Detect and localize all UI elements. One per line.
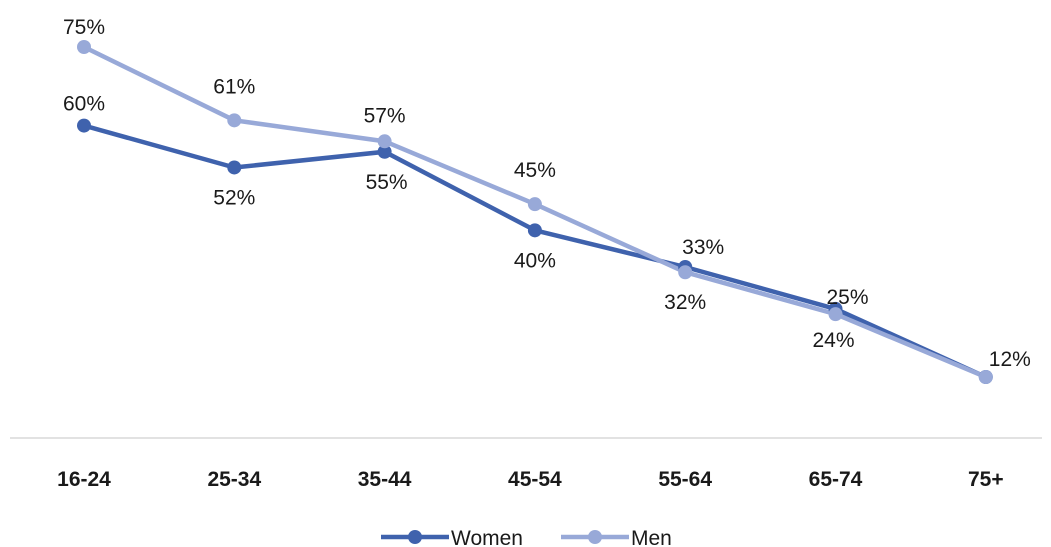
data-point-men-75+ [978, 370, 993, 384]
legend-swatch-marker-men [588, 530, 602, 544]
series-points [77, 40, 993, 384]
x-tick-label-55-64: 55-64 [658, 468, 712, 491]
data-label-women-75+: 12% [989, 348, 1031, 371]
legend-swatch-marker-women [408, 530, 422, 544]
data-label-men-55-64: 32% [664, 291, 706, 314]
data-label-men-45-54: 45% [514, 159, 556, 182]
data-label-men-25-34: 61% [213, 75, 255, 98]
x-tick-label-75+: 75+ [968, 468, 1004, 491]
data-label-women-35-44: 55% [366, 171, 408, 194]
data-point-men-65-74 [828, 307, 843, 322]
data-point-women-16-24 [77, 118, 91, 133]
x-tick-label-45-54: 45-54 [508, 468, 562, 491]
data-label-women-16-24: 60% [63, 93, 105, 116]
data-point-women-45-54 [527, 223, 542, 238]
x-tick-label-35-44: 35-44 [358, 468, 412, 491]
data-labels: 60% 52% 55% 40% 33% 25% 12% 75% 61% 57% 45% 32% 24% [63, 16, 1031, 371]
data-label-men-35-44: 57% [364, 104, 406, 127]
data-point-men-25-34 [227, 113, 242, 128]
legend-label-women: Women [451, 527, 523, 547]
legend-item-women: Women [381, 527, 523, 547]
legend-item-men: Men [561, 527, 672, 547]
legend: Women Men [381, 527, 672, 547]
data-label-women-55-64: 33% [682, 236, 724, 259]
data-point-women-35-44 [377, 144, 392, 159]
x-tick-label-16-24: 16-24 [57, 468, 111, 491]
data-label-women-25-34: 52% [213, 186, 255, 209]
data-label-men-16-24: 75% [63, 16, 105, 39]
data-point-women-25-34 [227, 160, 242, 175]
data-point-men-35-44 [377, 134, 392, 149]
legend-label-men: Men [631, 527, 672, 547]
data-label-men-65-74: 24% [812, 329, 854, 352]
data-label-women-65-74: 25% [826, 286, 868, 309]
x-tick-label-25-34: 25-34 [207, 468, 261, 491]
data-point-men-16-24 [77, 40, 91, 54]
data-point-men-45-54 [527, 197, 542, 212]
x-tick-label-65-74: 65-74 [809, 468, 863, 491]
x-axis-ticks: 16-24 25-34 35-44 45-54 55-64 65-74 75+ [57, 468, 1003, 491]
data-point-men-55-64 [678, 265, 693, 280]
data-label-women-45-54: 40% [514, 249, 556, 272]
